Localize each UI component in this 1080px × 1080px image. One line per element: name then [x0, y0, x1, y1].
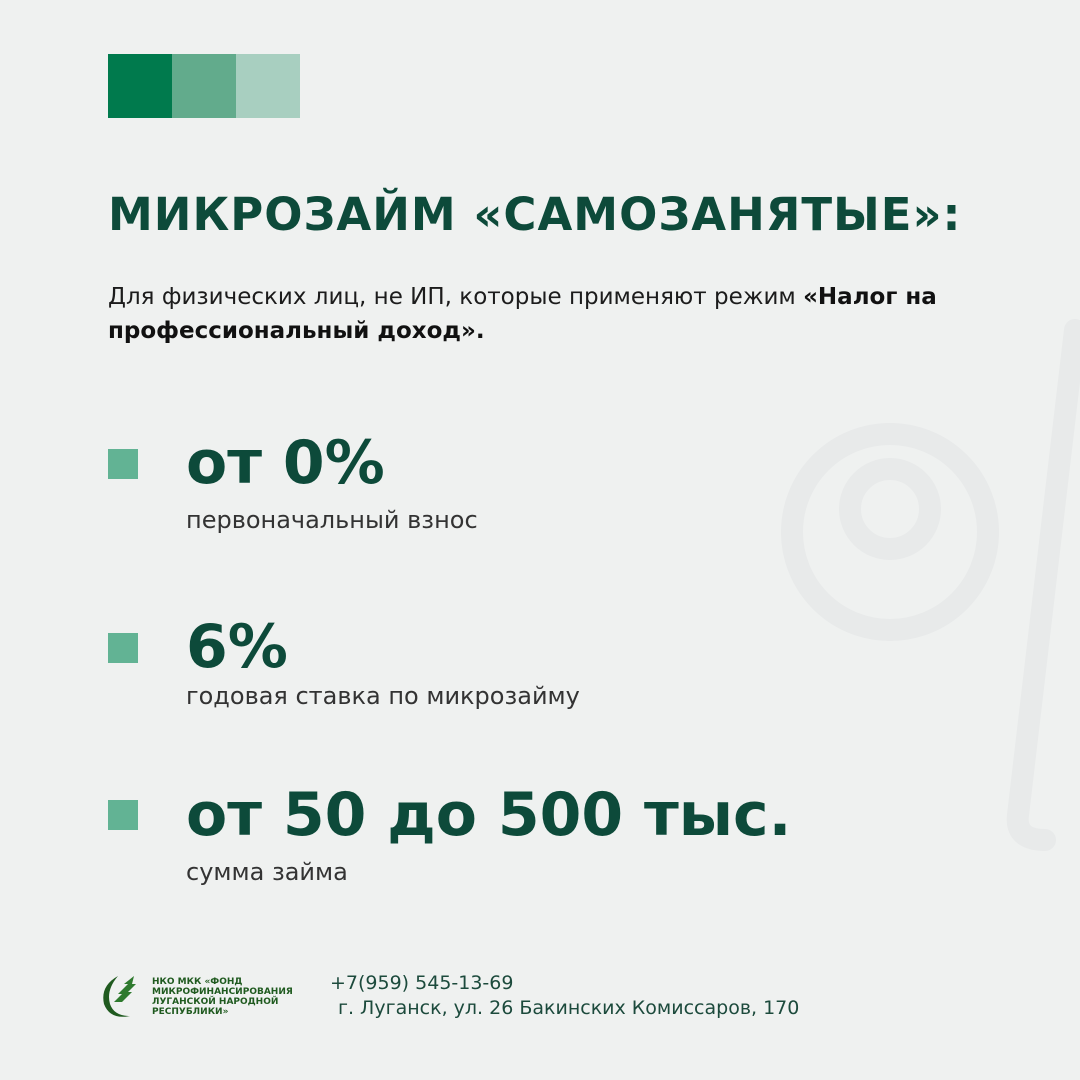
logo-line: ЛУГАНСКОЙ НАРОДНОЙ [152, 997, 279, 1007]
phone-number: +7(959) 545-13-69 [330, 972, 514, 994]
logo-icon [103, 976, 136, 1017]
item-label: годовая ставка по микрозайму [186, 682, 580, 710]
logo-text: НКО МКК «ФОНД МИКРОФИНАНСИРОВАНИЯ ЛУГАНС… [152, 977, 293, 1017]
address: г. Луганск, ул. 26 Бакинских Комиссаров,… [338, 997, 800, 1019]
logo-line: РЕСПУБЛИКИ» [152, 1007, 229, 1017]
subtitle-bold: «Налог на профессиональный доход». [108, 284, 937, 344]
page-title: МИКРОЗАЙМ «САМОЗАНЯТЫЕ»: [108, 188, 962, 241]
item-label: сумма займа [186, 858, 348, 886]
subtitle-text: Для физических лиц, не ИП, которые приме… [108, 284, 804, 310]
logo-line: МИКРОФИНАНСИРОВАНИЯ [152, 987, 293, 997]
color-square-mid [172, 54, 236, 118]
item-label: первоначальный взнос [186, 506, 478, 534]
color-square-dark [108, 54, 172, 118]
item-value: от 0% [186, 428, 385, 498]
item-value: от 50 до 500 тыс. [186, 780, 792, 850]
logo-line: НКО МКК «ФОНД [152, 977, 243, 987]
color-square-light [236, 54, 300, 118]
subtitle: Для физических лиц, не ИП, которые приме… [108, 280, 988, 348]
item-value: 6% [186, 612, 288, 682]
bullet-square [108, 633, 138, 663]
bullet-square [108, 800, 138, 830]
bullet-square [108, 449, 138, 479]
